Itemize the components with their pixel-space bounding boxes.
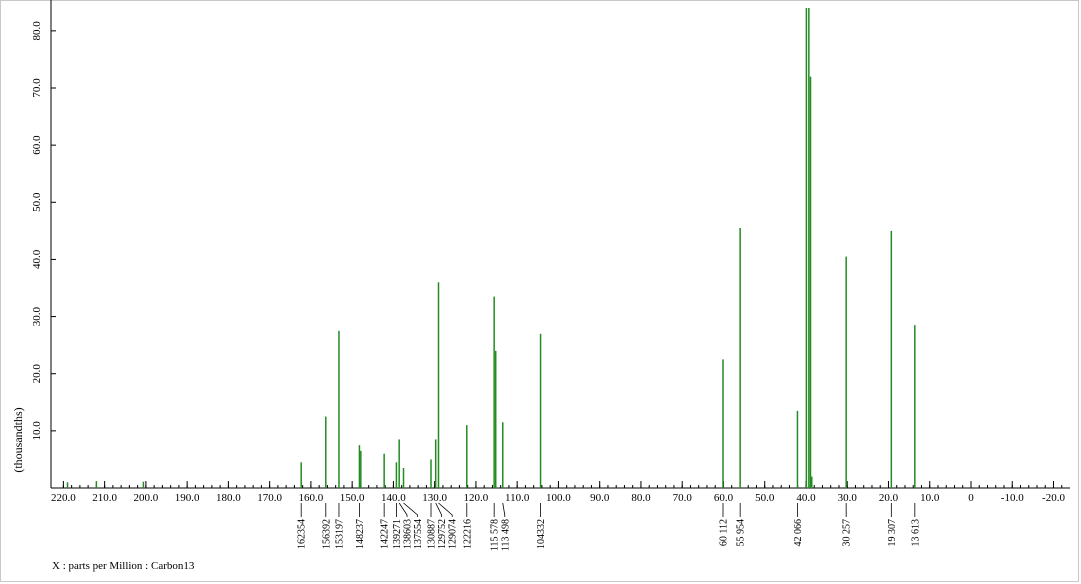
peak-shift-label: 104332 <box>536 519 547 549</box>
peaks-layer <box>66 8 916 488</box>
x-tick-label: 20.0 <box>879 492 899 504</box>
peak-shift-label: 122216 <box>462 519 473 549</box>
peak-shift-label: 153197 <box>334 519 345 549</box>
y-tick-label: 60.0 <box>31 135 43 155</box>
y-tick-label: 50.0 <box>31 192 43 212</box>
x-tick-label: 200.0 <box>134 492 159 504</box>
peak-label-leader <box>438 502 453 517</box>
peak-shift-label: 139271 <box>392 519 403 549</box>
peak-labels-layer: 162354 156392 153197 148237 142247 139271 1386… <box>297 502 921 551</box>
peak-shift-label: 142247 <box>380 519 391 549</box>
x-axis-title: X : parts per Million : Carbon13 <box>52 560 195 572</box>
peak-shift-label: 60 112 <box>718 519 729 546</box>
x-tick-label: 100.0 <box>546 492 571 504</box>
peak-shift-label: 42 066 <box>793 519 804 547</box>
x-tick-label: 40.0 <box>796 492 816 504</box>
x-tick-label: 0 <box>968 492 974 504</box>
peak-shift-label: 137554 <box>413 519 424 549</box>
peak-shift-label: 30 257 <box>842 519 853 547</box>
y-tick-label: 40.0 <box>31 249 43 269</box>
x-tick-label: 220.0 <box>51 492 76 504</box>
peak-shift-label: 162354 <box>297 519 308 549</box>
x-tick-label: 80.0 <box>631 492 651 504</box>
y-axis-title: (thousandths) <box>11 407 25 472</box>
peak-shift-label: 13 613 <box>910 519 921 547</box>
y-tick-label: 30.0 <box>31 306 43 326</box>
x-tick-label: 60.0 <box>714 492 734 504</box>
peak-label-leader <box>502 502 506 517</box>
x-tick-label: 30.0 <box>838 492 858 504</box>
y-axis: 10.0 20.0 30.0 40.0 50.0 60.0 70.0 80.0 <box>31 0 56 488</box>
x-axis: 220.0 210.0 200.0 190.0 180.0 170.0 160.0 150.0… <box>51 481 1070 504</box>
x-tick-label: 150.0 <box>340 492 365 504</box>
y-tick-label: 10.0 <box>31 421 43 441</box>
peak-label-leader <box>403 502 419 517</box>
peak-shift-label: 113 498 <box>500 519 511 551</box>
x-tick-label: 50.0 <box>755 492 775 504</box>
x-tick-label: 170.0 <box>257 492 282 504</box>
y-tick-label: 20.0 <box>31 364 43 384</box>
peak-shift-label: 129074 <box>448 519 459 549</box>
peak-shift-label: 148237 <box>355 519 366 549</box>
peak-label-leader <box>398 502 408 517</box>
x-tick-label: 210.0 <box>92 492 117 504</box>
x-tick-label: 110.0 <box>505 492 530 504</box>
peak-shift-label: 138603 <box>403 519 414 549</box>
x-tick-label: 70.0 <box>673 492 693 504</box>
peak-label-leader <box>435 502 443 517</box>
peak-shift-label: 130887 <box>427 519 438 549</box>
peak-shift-label: 19 307 <box>887 519 898 547</box>
y-tick-label: 70.0 <box>31 78 43 98</box>
x-tick-label: 120.0 <box>464 492 489 504</box>
y-tick-label: 80.0 <box>31 21 43 41</box>
x-tick-label: 160.0 <box>299 492 324 504</box>
x-tick-label: -20.0 <box>1042 492 1065 504</box>
x-tick-label: 10.0 <box>920 492 940 504</box>
peak-shift-label: 55 954 <box>736 519 747 547</box>
x-tick-label: 180.0 <box>216 492 241 504</box>
x-tick-label: 90.0 <box>590 492 610 504</box>
x-tick-label: 140.0 <box>381 492 406 504</box>
x-tick-label: -10.0 <box>1001 492 1024 504</box>
peak-shift-label: 156392 <box>321 519 332 549</box>
peak-shift-label: 129752 <box>437 519 448 549</box>
peak-shift-label: 115 578 <box>490 519 501 551</box>
x-tick-label: 130.0 <box>422 492 447 504</box>
x-tick-label: 190.0 <box>175 492 200 504</box>
